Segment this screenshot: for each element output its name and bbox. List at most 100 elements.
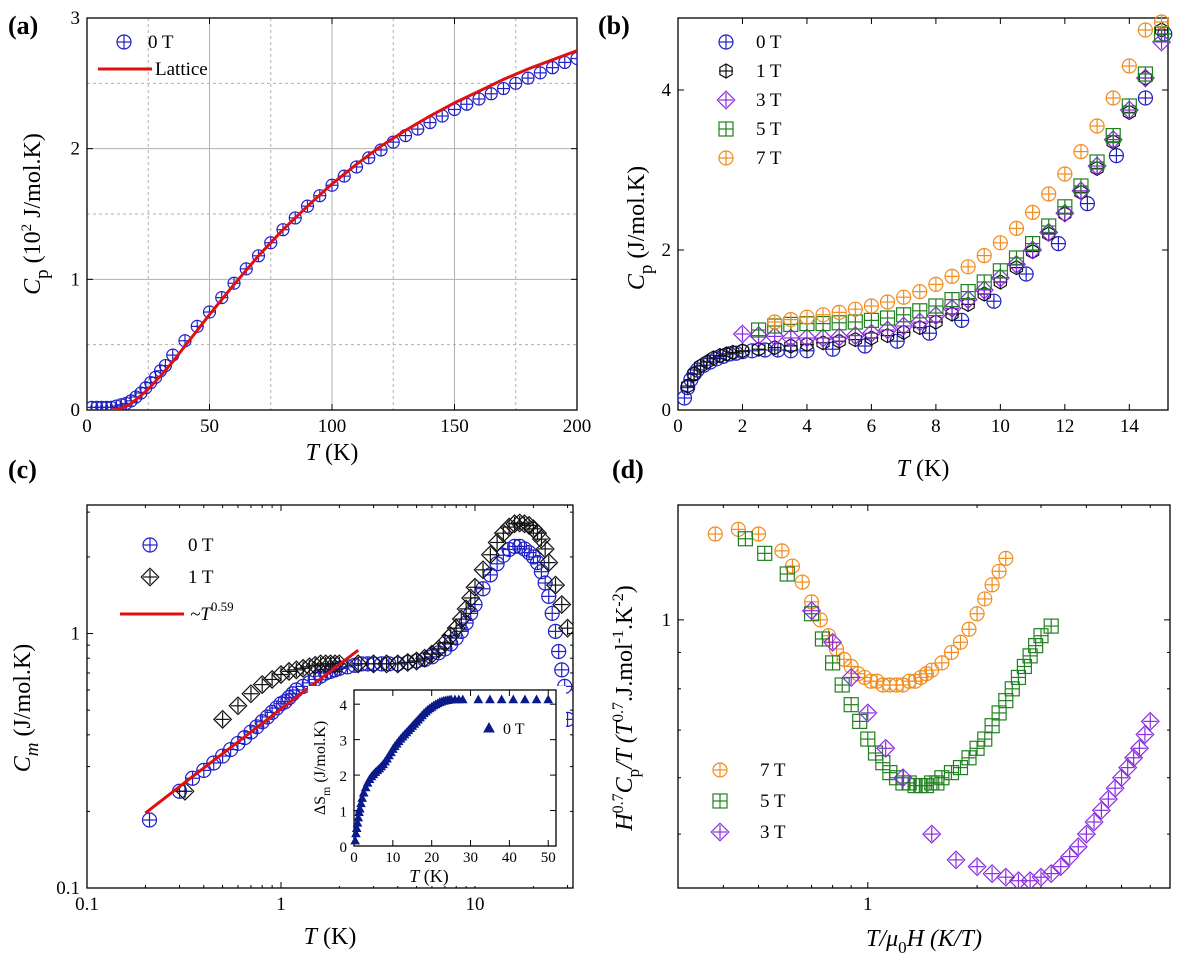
data-point <box>977 731 993 747</box>
legend-label: 7 T <box>756 148 782 169</box>
data-point <box>1041 864 1061 884</box>
y-tick-label: 3 <box>71 8 81 29</box>
data-point <box>934 655 950 671</box>
data-point <box>781 328 801 348</box>
plot-frame <box>677 504 1171 889</box>
series-line <box>111 49 577 410</box>
series-0T <box>87 51 577 410</box>
data-point <box>351 828 361 838</box>
data-point <box>813 328 833 348</box>
data-point <box>863 298 880 314</box>
data-point <box>797 328 817 348</box>
data-point <box>779 566 795 582</box>
data-point <box>992 235 1008 251</box>
data-point <box>767 314 783 330</box>
data-point <box>801 601 822 621</box>
data-point <box>982 864 1002 884</box>
legend-label: 0 T <box>148 32 174 53</box>
data-point <box>823 632 843 652</box>
data-point <box>928 276 944 292</box>
data-point <box>357 793 368 802</box>
data-point <box>1105 90 1121 106</box>
panel-c: 0.1 1 100.11(c)0 T1 T~T0.59T (K)Cm (J/mol.… <box>8 455 574 950</box>
x-tick-label: 0 <box>82 416 92 437</box>
data-point <box>852 713 868 729</box>
data-point <box>829 327 849 347</box>
data-point <box>912 284 928 300</box>
legend-marker <box>142 537 158 553</box>
x-axis-label: T (K) <box>306 440 359 466</box>
x-tick-label: 6 <box>867 416 877 437</box>
panel-label: (d) <box>612 455 644 484</box>
x-axis-label: T (K) <box>304 924 357 950</box>
legend: 7 T 5 T 3 T <box>710 760 786 843</box>
data-point <box>457 694 468 704</box>
legend-marker <box>718 121 734 137</box>
data-point <box>1137 90 1154 106</box>
y-tick-label: 4 <box>662 80 672 101</box>
data-point <box>946 850 966 870</box>
y-axis-label: Cm (J/mol.K) <box>10 644 43 772</box>
data-point <box>737 531 753 547</box>
data-point <box>533 66 547 80</box>
data-point <box>545 61 560 75</box>
y-tick-label: 1 <box>340 805 348 821</box>
data-point <box>812 612 828 628</box>
data-point <box>1135 724 1155 745</box>
data-point <box>831 304 847 320</box>
data-point <box>1033 628 1049 644</box>
legend: 0 T 1 T 3 T 5 T 7 T <box>716 32 782 169</box>
data-point <box>1057 166 1073 182</box>
data-point <box>922 824 942 844</box>
panel-label: (a) <box>8 11 38 40</box>
data-point <box>1041 218 1057 234</box>
data-point <box>354 803 365 813</box>
x-axis-label: T/μ0H (K/T) <box>866 926 982 957</box>
data-point <box>570 51 577 66</box>
x-tick-label: 50 <box>200 416 219 437</box>
data-point <box>1089 154 1105 170</box>
data-point <box>991 563 1007 579</box>
x-tick-label: 30 <box>463 850 478 866</box>
data-point <box>484 87 498 101</box>
legend-label: 7 T <box>760 760 786 781</box>
legend-marker <box>712 762 728 778</box>
y-tick-label: 1 <box>662 610 672 631</box>
data-point <box>986 293 1002 309</box>
x-axis-label: T (K) <box>897 456 950 482</box>
data-point <box>1137 22 1154 38</box>
data-point <box>961 621 977 637</box>
y-tick-label: 0 <box>71 400 81 421</box>
data-point <box>1089 118 1105 134</box>
data-point <box>784 558 801 574</box>
data-point <box>984 718 1000 734</box>
panel-b: 0 2 4 6 8 10 12 14 0 2 4 (b) 0 T 1 T 3 T 5 T 7 T T (K) Cp … <box>598 11 1173 482</box>
data-point <box>893 768 913 788</box>
legend-marker <box>116 34 132 50</box>
panel-label: (c) <box>8 455 37 484</box>
data-point <box>863 312 880 328</box>
data-point <box>847 314 863 330</box>
data-point <box>725 344 740 361</box>
inset-plot: 0 10 20 30 40 50 0 1 2 3 4 0 T T (K) ΔSm (J/mol.K) <box>308 686 566 887</box>
panel-d: 1 1 (d) 7 T 5 T 3 T T/μ0H (K/T) H0.7Cp/T (T0.7.… <box>610 455 1171 957</box>
data-point <box>984 577 1000 593</box>
y-axis-label: Cp (J/mol.K) <box>624 166 657 290</box>
data-point <box>473 560 493 580</box>
data-point <box>944 292 960 308</box>
data-point <box>834 677 850 693</box>
x-tick-label: 20 <box>424 850 439 866</box>
data-point <box>1025 236 1041 252</box>
x-tick-label: 150 <box>440 416 469 437</box>
data-point <box>348 654 368 674</box>
y-axis-label: H0.7Cp/T (T0.7.J.mol-1.K-2) <box>610 585 643 831</box>
data-point <box>879 310 896 326</box>
legend-label: ~T0.59 <box>190 599 234 625</box>
legend-label: Lattice <box>155 59 208 80</box>
data-point <box>1068 837 1088 857</box>
y-tick-label: 1 <box>71 624 81 645</box>
data-point <box>1018 266 1034 282</box>
series-3T <box>732 32 1172 348</box>
data-point <box>928 298 944 314</box>
data-point <box>521 71 535 85</box>
